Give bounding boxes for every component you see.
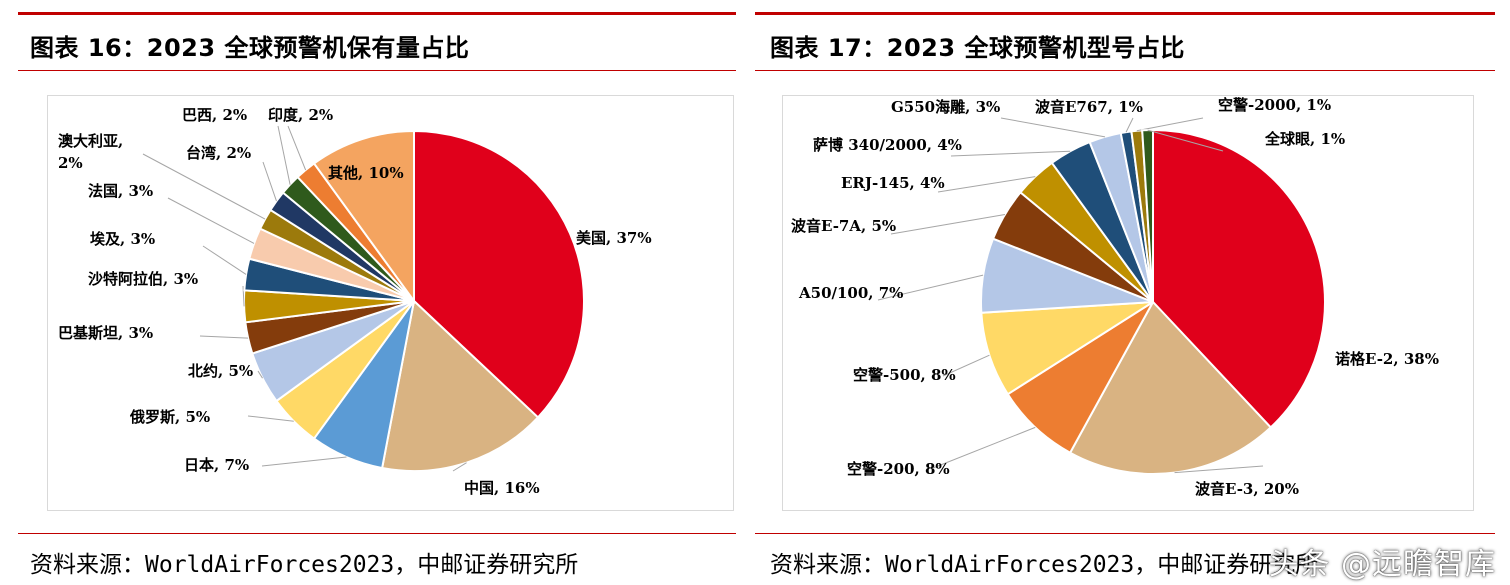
slice-label-1-4: A50/100, 7%	[798, 284, 903, 302]
leader-line-1-9	[1125, 117, 1134, 133]
slice-label-0-0: 美国, 37%	[576, 229, 652, 247]
slice-label-1-0: 诺格E-2, 38%	[1335, 350, 1439, 368]
slice-label-0-2: 日本, 7%	[184, 456, 249, 474]
leader-line-1-1	[1174, 465, 1264, 474]
figure-17-source: 资料来源：WorldAirForces2023，中邮证券研究所	[770, 552, 1319, 578]
slice-label-0-13: 其他, 10%	[328, 164, 404, 182]
slice-label-1-8: G550海雕, 3%	[891, 98, 1000, 116]
leader-line-0-12	[287, 125, 307, 171]
leader-line-0-1	[452, 462, 467, 472]
slice-label-1-1: 波音E-3, 20%	[1195, 480, 1299, 498]
leader-line-1-7	[950, 150, 1071, 157]
leader-line-1-2	[932, 426, 1036, 469]
slice-label-1-10: 空警-2000, 1%	[1218, 96, 1331, 114]
watermark: 头条 @远瞻智库	[1268, 547, 1496, 582]
slice-label-0-7: 埃及, 3%	[90, 230, 155, 248]
leader-line-1-3	[942, 354, 990, 377]
leader-line-0-9	[142, 153, 266, 220]
slice-label-1-6: ERJ-145, 4%	[841, 174, 945, 192]
leader-line-0-11	[277, 125, 291, 185]
chart-frame-right: 诺格E-2, 38% 波音E-3, 20% 空警-200, 8% 空警-500, 8%…	[782, 95, 1474, 511]
leader-line-1-4	[877, 274, 984, 301]
leader-line-0-8	[167, 197, 255, 244]
top-rule-left	[18, 12, 736, 15]
bottom-rule-left	[18, 533, 736, 534]
slice-label-1-11: 全球眼, 1%	[1264, 130, 1345, 148]
slice-label-0-1: 中国, 16%	[464, 479, 540, 497]
leader-line-0-2	[261, 456, 347, 467]
leader-line-0-3	[247, 415, 294, 422]
top-rule-right	[755, 12, 1495, 15]
figure-17-title: 图表 17：2023 全球预警机型号占比	[770, 34, 1185, 62]
slice-label-0-3: 俄罗斯, 5%	[129, 408, 210, 426]
pie-chart-operators: 美国, 37% 中国, 16% 日本, 7% 俄罗斯, 5% 北约, 5% 巴基斯坦, 3…	[58, 106, 652, 497]
slice-label-1-3: 空警-500, 8%	[853, 366, 956, 384]
slice-label-1-2: 空警-200, 8%	[847, 460, 950, 478]
leader-line-1-6	[937, 176, 1036, 193]
pie-slice-0-0	[413, 129, 585, 419]
leader-line-1-8	[1000, 117, 1106, 138]
figure-16-title: 图表 16：2023 全球预警机保有量占比	[30, 34, 470, 62]
leader-line-1-10	[1136, 117, 1204, 132]
pie-slice-1-1	[1068, 300, 1273, 475]
leader-line-1-5	[890, 213, 1006, 235]
leader-line-0-7	[202, 245, 247, 275]
pie-slice-0-13	[312, 129, 415, 305]
pie-chart-models: 诺格E-2, 38% 波音E-3, 20% 空警-200, 8% 空警-500, 8%…	[791, 96, 1439, 498]
slice-label-0-11: 巴西, 2%	[182, 106, 247, 124]
pie-slice-1-11	[1141, 128, 1154, 303]
leader-line-0-6	[242, 285, 245, 307]
slice-label-0-8: 法国, 3%	[88, 182, 153, 200]
slice-label-0-5: 巴基斯坦, 3%	[58, 324, 153, 342]
leader-line-0-10	[262, 161, 277, 202]
leader-line-1-11	[1147, 129, 1224, 152]
slice-label-1-9: 波音E767, 1%	[1035, 98, 1143, 116]
slice-label-0-12: 印度, 2%	[268, 106, 333, 124]
slice-label-1-5: 波音E-7A, 5%	[791, 217, 896, 235]
bottom-rule-right	[755, 533, 1495, 534]
leader-line-0-5	[199, 335, 249, 339]
title-rule-left	[18, 70, 736, 71]
leader-line-0-4	[257, 370, 263, 379]
slice-label-1-7: 萨博 340/2000, 4%	[813, 136, 962, 154]
slice-label-0-9: 澳大利亚, 2%	[58, 132, 123, 172]
slice-label-0-6: 沙特阿拉伯, 3%	[88, 270, 198, 288]
slice-label-0-4: 北约, 5%	[188, 362, 253, 380]
figure-16-source: 资料来源：WorldAirForces2023，中邮证券研究所	[30, 552, 579, 578]
slice-label-0-10: 台湾, 2%	[186, 144, 251, 162]
title-rule-right	[755, 70, 1495, 71]
chart-frame-left: 美国, 37% 中国, 16% 日本, 7% 俄罗斯, 5% 北约, 5% 巴基斯坦, 3…	[47, 95, 734, 511]
pie-slice-1-0	[1152, 128, 1326, 429]
